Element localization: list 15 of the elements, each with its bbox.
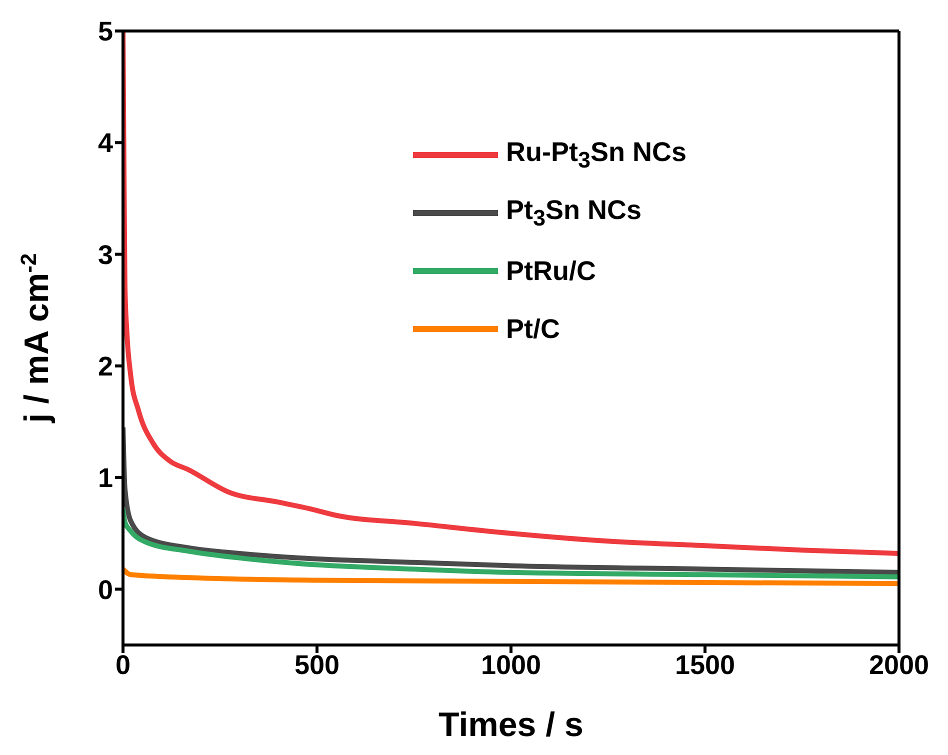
legend-label: Pt/C [506, 314, 560, 344]
legend-label: Ru-Pt$_{3}$Sn NCs [506, 136, 687, 174]
legend-label: Pt$_{3}$Sn NCs [506, 194, 642, 232]
y-tick-label: 0 [98, 574, 113, 605]
y-tick-label: 3 [98, 240, 113, 270]
y-tick-label: 5 [98, 16, 113, 47]
y-tick-label: 1 [98, 463, 113, 494]
x-tick-label: 1500 [674, 650, 736, 680]
legend-label: PtRu/C [506, 256, 596, 286]
y-tick-label: 2 [98, 351, 113, 382]
y-tick-label: 4 [98, 128, 113, 158]
x-tick-label: 2000 [868, 650, 930, 680]
x-axis-title: Times / s [438, 706, 584, 744]
x-tick-label: 1000 [480, 650, 542, 680]
x-tick-label: 500 [294, 650, 340, 680]
